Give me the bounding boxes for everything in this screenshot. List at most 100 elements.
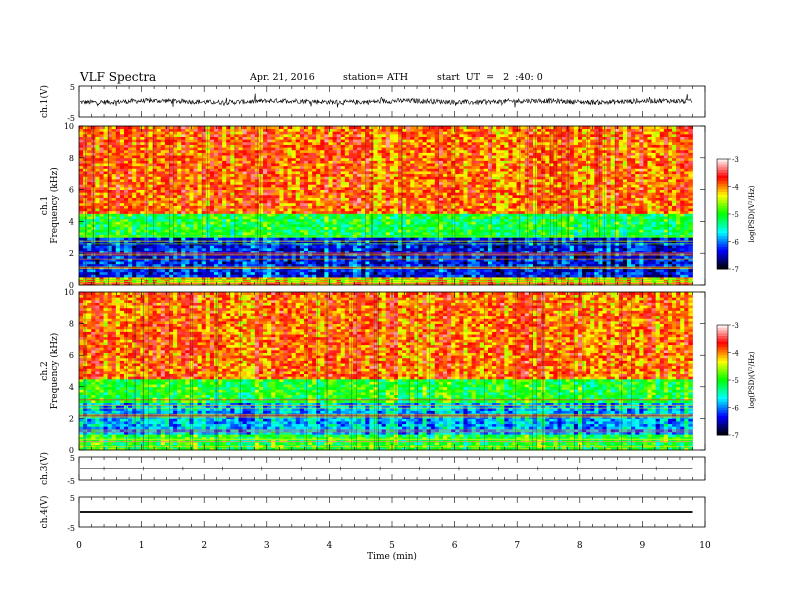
spectrogram-cell bbox=[349, 174, 353, 177]
spectrogram-cell bbox=[259, 261, 263, 264]
spectrogram-cell bbox=[239, 269, 243, 272]
spectrogram-cell bbox=[398, 221, 402, 224]
spectrogram-cell bbox=[394, 179, 398, 182]
spectrogram-cell bbox=[83, 211, 87, 214]
spectrogram-cell bbox=[132, 213, 136, 216]
spectrogram-cell bbox=[308, 145, 312, 148]
spectrogram-cell bbox=[128, 137, 132, 140]
spectrogram-cell bbox=[357, 150, 361, 153]
spectrogram-cell bbox=[95, 264, 99, 267]
spectrogram-cell bbox=[239, 248, 243, 251]
spectrogram-cell bbox=[198, 142, 202, 145]
spectrogram-cell bbox=[149, 211, 153, 214]
spectrogram-cell bbox=[185, 184, 189, 187]
spectrogram-cell bbox=[136, 184, 140, 187]
spectrogram-cell bbox=[320, 229, 324, 232]
spectrogram-cell bbox=[349, 219, 353, 222]
spectrogram-cell bbox=[177, 129, 181, 132]
spectrogram-cell bbox=[382, 142, 386, 145]
spectrogram-cell bbox=[112, 139, 116, 142]
spectrogram-cell bbox=[198, 198, 202, 201]
spectrogram-cell bbox=[328, 216, 332, 219]
spectrogram-cell bbox=[275, 195, 279, 198]
spectrogram-cell bbox=[345, 232, 349, 235]
spectrogram-cell bbox=[157, 237, 161, 240]
spectrogram-cell bbox=[283, 166, 287, 169]
spectrogram-cell bbox=[198, 179, 202, 182]
spectrogram-cell bbox=[259, 174, 263, 177]
spectrogram-cell bbox=[198, 134, 202, 137]
spectrogram-cell bbox=[382, 147, 386, 150]
spectrogram-cell bbox=[128, 126, 132, 129]
spectrogram-cell bbox=[95, 126, 99, 129]
spectrogram-cell bbox=[124, 224, 128, 227]
spectrogram-cell bbox=[275, 142, 279, 145]
spectrogram-cell bbox=[292, 168, 296, 171]
spectrogram-cell bbox=[304, 158, 308, 161]
spectrogram-cell bbox=[132, 134, 136, 137]
spectrogram-cell bbox=[283, 269, 287, 272]
spectrogram-cell bbox=[222, 269, 226, 272]
spectrogram-cell bbox=[104, 139, 108, 142]
spectrogram-cell bbox=[157, 131, 161, 134]
spectrogram-cell bbox=[112, 137, 116, 140]
spectrogram-cell bbox=[304, 264, 308, 267]
spectrogram-cell bbox=[140, 150, 144, 153]
spectrogram-cell bbox=[177, 179, 181, 182]
spectrogram-cell bbox=[308, 229, 312, 232]
spectrogram-cell bbox=[292, 237, 296, 240]
spectrogram-cell bbox=[292, 224, 296, 227]
spectrogram-cell bbox=[263, 219, 267, 222]
spectrogram-cell bbox=[177, 195, 181, 198]
spectrogram-cell bbox=[386, 264, 390, 267]
spectrogram-cell bbox=[83, 147, 87, 150]
spectrogram-cell bbox=[149, 137, 153, 140]
spectrogram-cell bbox=[304, 171, 308, 174]
spectrogram-cell bbox=[308, 158, 312, 161]
spectrogram-cell bbox=[247, 163, 251, 166]
spectrogram-cell bbox=[120, 184, 124, 187]
spectrogram-cell bbox=[341, 158, 345, 161]
spectrogram-cell bbox=[283, 213, 287, 216]
spectrogram-cell bbox=[320, 137, 324, 140]
spectrogram-cell bbox=[104, 245, 108, 248]
spectrogram-cell bbox=[251, 126, 255, 129]
spectrogram-cell bbox=[230, 160, 234, 163]
spectrogram-cell bbox=[181, 131, 185, 134]
spectrogram-cell bbox=[99, 129, 103, 132]
spectrogram-cell bbox=[279, 245, 283, 248]
spectrogram-cell bbox=[95, 206, 99, 209]
spectrogram-cell bbox=[206, 176, 210, 179]
spectrogram-cell bbox=[112, 211, 116, 214]
spectrogram-cell bbox=[214, 261, 218, 264]
spectrogram-cell bbox=[165, 176, 169, 179]
spectrogram-cell bbox=[218, 168, 222, 171]
spectrogram-cell bbox=[230, 150, 234, 153]
spectrogram-cell bbox=[373, 227, 377, 230]
spectrogram-cell bbox=[394, 245, 398, 248]
spectrogram-cell bbox=[271, 208, 275, 211]
spectrogram-cell bbox=[373, 179, 377, 182]
spectrogram-cell bbox=[275, 184, 279, 187]
spectrogram-cell bbox=[247, 195, 251, 198]
spectrogram-cell bbox=[112, 264, 116, 267]
spectrogram-cell bbox=[149, 198, 153, 201]
spectrogram-cell bbox=[308, 227, 312, 230]
spectrogram-cell bbox=[324, 227, 328, 230]
spectrogram-cell bbox=[189, 256, 193, 259]
spectrogram-cell bbox=[402, 139, 406, 142]
spectrogram-cell bbox=[247, 221, 251, 224]
spectrogram-cell bbox=[161, 171, 165, 174]
spectrogram-cell bbox=[83, 160, 87, 163]
spectrogram-cell bbox=[361, 139, 365, 142]
spectrogram-cell bbox=[283, 147, 287, 150]
spectrogram-cell bbox=[112, 261, 116, 264]
spectrogram-cell bbox=[214, 192, 218, 195]
spectrogram-cell bbox=[320, 274, 324, 277]
spectrogram-cell bbox=[283, 131, 287, 134]
spectrogram-cell bbox=[386, 256, 390, 259]
spectrogram-cell bbox=[398, 195, 402, 198]
spectrogram-cell bbox=[333, 163, 337, 166]
spectrogram-cell bbox=[218, 237, 222, 240]
spectrogram-cell bbox=[210, 264, 214, 267]
